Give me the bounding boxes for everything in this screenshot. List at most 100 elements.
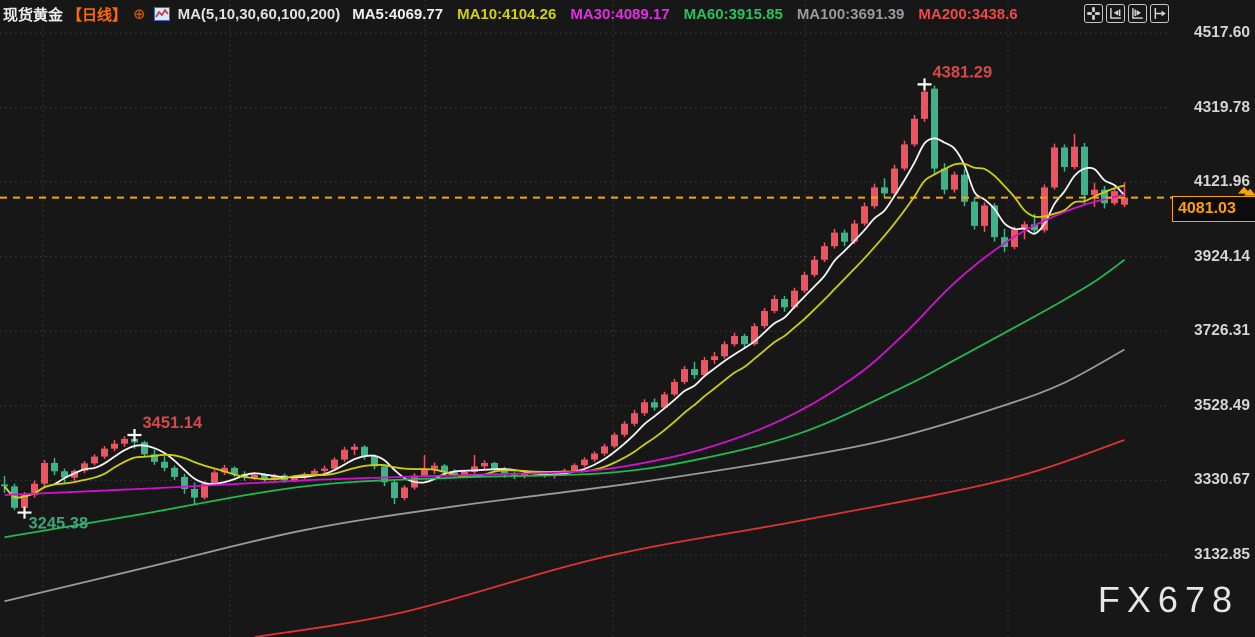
ma60-line: [4, 259, 1126, 539]
candle: [211, 470, 218, 486]
candle: [601, 443, 608, 456]
watermark: FX678: [1097, 579, 1239, 620]
y-axis-tick: 4319.78: [1193, 98, 1250, 116]
candle: [321, 465, 328, 474]
ma-legend-item: MA5:4069.77: [352, 5, 444, 23]
ma100-line: [4, 348, 1125, 603]
candle: [701, 357, 708, 378]
candle: [711, 351, 718, 364]
candle: [1081, 142, 1088, 205]
ma200-line: [254, 439, 1125, 637]
candle: [341, 446, 348, 462]
symbol-title: 现货黄金: [3, 6, 64, 24]
current-price-tag: 4081.03: [1172, 196, 1255, 222]
ma-legend-item: MA60:3915.85: [683, 5, 783, 23]
candle: [641, 399, 648, 416]
chart-type-icon[interactable]: [153, 7, 170, 21]
candle: [221, 464, 228, 476]
y-axis-tick: 3726.31: [1193, 322, 1250, 340]
period-label: 【日线】: [67, 6, 128, 24]
candle: [141, 440, 148, 458]
candle: [841, 229, 848, 247]
candle: [391, 479, 398, 505]
ma-legend: MA5:4069.77 MA10:4104.26 MA30:4089.17 MA60:…: [352, 6, 1017, 23]
y-axis-tick: 3132.85: [1193, 546, 1250, 563]
extreme-marker-icon: [127, 429, 142, 442]
scroll-right-icon[interactable]: [1128, 4, 1147, 23]
candle: [581, 457, 588, 468]
candle: [791, 287, 798, 309]
annotation-label: 3451.14: [143, 414, 203, 432]
candle: [631, 409, 638, 427]
candle: [801, 271, 808, 293]
candle: [781, 295, 788, 312]
candle: [1041, 184, 1048, 233]
circle-plus-icon[interactable]: ⊕: [133, 6, 146, 23]
annotation-label: 4381.29: [933, 63, 993, 81]
candle: [201, 481, 208, 500]
price-alert-icon[interactable]: [1244, 188, 1255, 196]
candle: [151, 449, 158, 465]
candle: [31, 480, 38, 498]
extreme-marker-icon: [917, 78, 932, 91]
candle: [361, 445, 368, 460]
candle: [921, 84, 928, 122]
candle: [1, 476, 8, 493]
candle: [331, 457, 338, 471]
ma30-line: [4, 193, 1125, 496]
candle: [681, 366, 688, 385]
ma-legend-item: MA100:3691.39: [796, 5, 905, 23]
candle: [1101, 185, 1108, 209]
candle: [491, 461, 498, 473]
candle: [931, 85, 938, 174]
candle: [981, 202, 988, 232]
pan-tool-icon[interactable]: [1084, 4, 1103, 23]
candle: [901, 140, 908, 171]
candle: [741, 333, 748, 349]
candle: [811, 256, 818, 278]
price-alert-icon[interactable]: [1238, 186, 1250, 194]
candle: [761, 308, 768, 329]
candle: [381, 464, 388, 486]
candle: [1011, 226, 1018, 250]
candle: [1071, 133, 1078, 170]
candle: [591, 451, 598, 462]
candle: [911, 115, 918, 147]
y-axis-tick: 3924.14: [1193, 247, 1250, 265]
scroll-left-icon[interactable]: [1106, 4, 1125, 23]
goto-latest-icon[interactable]: [1150, 4, 1169, 23]
candle: [731, 332, 738, 347]
candle: [111, 439, 118, 452]
candle: [1051, 143, 1058, 190]
candle: [611, 432, 618, 449]
candle: [651, 398, 658, 411]
candle: [881, 178, 888, 198]
candle: [91, 454, 98, 466]
annotations: 3245.38 3451.14 4381.29: [17, 63, 993, 533]
candle: [481, 460, 488, 470]
candle: [161, 456, 168, 472]
candles: [1, 84, 1128, 513]
candle: [61, 468, 68, 483]
ma10-line: [3, 162, 1125, 499]
candle: [871, 183, 878, 209]
candle: [971, 197, 978, 230]
candle: [421, 455, 428, 477]
candle: [861, 202, 868, 226]
ma-legend-item: MA10:4104.26: [457, 5, 557, 23]
candle: [51, 458, 58, 476]
candle: [691, 361, 698, 379]
candle: [1001, 228, 1008, 253]
candle: [621, 421, 628, 437]
candle: [891, 164, 898, 196]
candle: [1061, 144, 1068, 172]
ma5-line: [3, 137, 1126, 499]
candle: [81, 461, 88, 474]
annotation-label: 3245.38: [29, 515, 89, 533]
candle: [181, 473, 188, 494]
y-axis-tick: 3528.49: [1193, 396, 1250, 414]
candle: [171, 465, 178, 480]
candle: [1091, 182, 1098, 208]
